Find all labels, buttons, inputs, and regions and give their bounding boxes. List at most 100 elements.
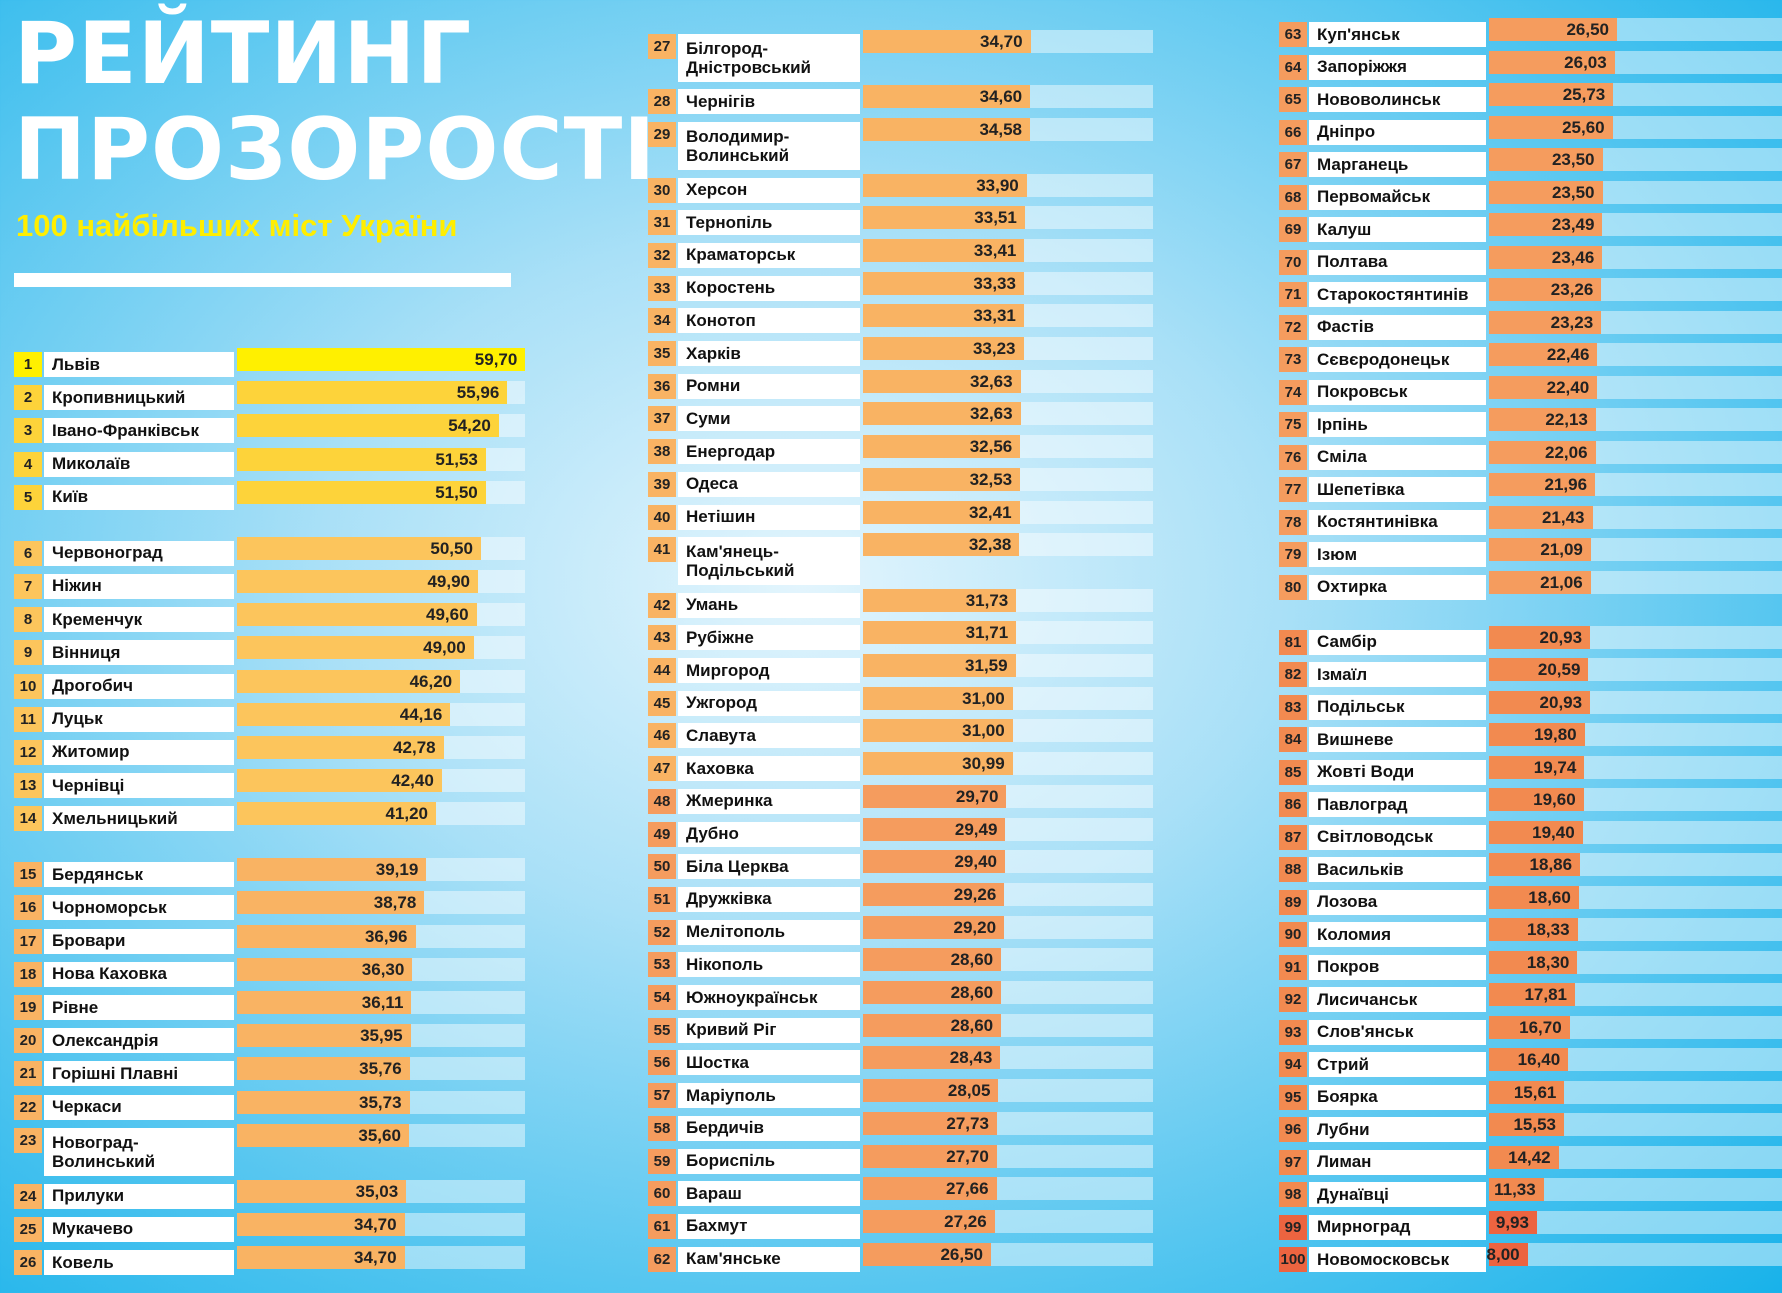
bar-track: 16,40 bbox=[1489, 1048, 1782, 1072]
bar-19: 36,11 bbox=[237, 991, 412, 1014]
city-name-box: Конотоп bbox=[678, 308, 860, 334]
city-name: Коростень bbox=[686, 278, 776, 298]
data-label: 29,20 bbox=[953, 917, 997, 937]
bar-77: 21,96 bbox=[1489, 473, 1596, 496]
rank-badge: 46 bbox=[648, 723, 676, 749]
bar-track: 55,96 bbox=[237, 381, 525, 405]
city-name: Ромни bbox=[686, 376, 741, 396]
city-name: Біла Церква bbox=[686, 856, 789, 876]
bar-17: 36,96 bbox=[237, 924, 416, 948]
rank-number: 93 bbox=[1284, 1023, 1302, 1041]
bar-66: 25,60 bbox=[1489, 115, 1613, 139]
city-name: Чернівці bbox=[52, 775, 125, 795]
rank-number: 70 bbox=[1284, 253, 1302, 271]
bar-track: 8,00 bbox=[1487, 1243, 1782, 1267]
bar-54: 28,60 bbox=[863, 981, 1002, 1004]
bar-29: 34,58 bbox=[863, 118, 1031, 142]
rank-number: 4 bbox=[23, 455, 33, 473]
rank-number: 47 bbox=[653, 760, 671, 778]
city-name-box: Мелітополь bbox=[678, 919, 860, 945]
data-label: 18,86 bbox=[1529, 855, 1573, 875]
rank-badge: 26 bbox=[14, 1250, 42, 1276]
rank-badge: 98 bbox=[1279, 1182, 1307, 1208]
rank-number: 79 bbox=[1284, 546, 1302, 563]
city-name-box: Прилуки bbox=[44, 1183, 234, 1209]
rank-badge: 60 bbox=[648, 1181, 676, 1207]
city-name-box: Олександрія bbox=[44, 1028, 234, 1054]
rank-badge: 90 bbox=[1279, 922, 1307, 948]
city-name: Житомир bbox=[52, 742, 130, 762]
rank-badge: 19 bbox=[14, 995, 42, 1020]
bar-track: 17,81 bbox=[1489, 983, 1782, 1007]
bar-track: 42,78 bbox=[237, 735, 525, 759]
data-label: 50,50 bbox=[430, 538, 473, 558]
city-name-box: Ірпінь bbox=[1309, 412, 1486, 437]
city-name: Горішні Плавні bbox=[52, 1063, 179, 1083]
data-label: 31,59 bbox=[965, 656, 1008, 675]
bar-89: 18,60 bbox=[1489, 885, 1579, 909]
city-name-box: Червоноград bbox=[44, 540, 234, 566]
bar-42: 31,73 bbox=[863, 588, 1017, 612]
city-name-box: Лубни bbox=[1309, 1117, 1486, 1143]
bar-100: 8,00 bbox=[1487, 1243, 1528, 1267]
bar-track: 31,00 bbox=[863, 686, 1153, 710]
city-name-box: Кам'янське bbox=[678, 1246, 860, 1272]
bar-track: 32,63 bbox=[863, 402, 1153, 426]
bar-track: 21,96 bbox=[1489, 473, 1782, 496]
city-name: Чорноморськ bbox=[52, 897, 167, 917]
data-label: 33,31 bbox=[973, 306, 1016, 326]
bar-track: 23,23 bbox=[1489, 310, 1782, 334]
rank-number: 32 bbox=[653, 246, 671, 264]
data-label: 23,50 bbox=[1551, 182, 1595, 202]
data-label: 55,96 bbox=[456, 383, 500, 403]
city-name: Київ bbox=[52, 487, 89, 507]
data-label: 15,53 bbox=[1513, 1115, 1556, 1135]
city-name: Маріуполь bbox=[686, 1085, 776, 1105]
data-label: 22,40 bbox=[1546, 377, 1590, 397]
city-name-box: Нетішин bbox=[678, 504, 860, 530]
rank-badge: 56 bbox=[648, 1050, 676, 1076]
rank-badge: 93 bbox=[1279, 1019, 1307, 1045]
city-name: Славута bbox=[686, 725, 757, 745]
bar-track: 26,50 bbox=[1489, 18, 1782, 41]
data-label: 22,46 bbox=[1546, 345, 1590, 364]
bar-84: 19,80 bbox=[1489, 723, 1585, 747]
data-label: 18,30 bbox=[1526, 952, 1570, 972]
data-label: 21,09 bbox=[1540, 540, 1583, 559]
bar-98: 11,33 bbox=[1489, 1178, 1544, 1202]
title-divider bbox=[14, 273, 511, 287]
rank-badge: 39 bbox=[648, 471, 676, 497]
city-name-box: Ніжин bbox=[44, 573, 234, 599]
city-name: Вінниця bbox=[52, 642, 121, 662]
data-label: 15,61 bbox=[1513, 1082, 1557, 1102]
rank-badge: 59 bbox=[648, 1148, 676, 1174]
city-name: Покров bbox=[1317, 957, 1380, 977]
data-label: 33,90 bbox=[976, 175, 1019, 195]
city-name: Івано-Франківськ bbox=[52, 420, 200, 440]
bar-78: 21,43 bbox=[1489, 505, 1593, 529]
rank-badge: 20 bbox=[14, 1028, 42, 1054]
city-name: Покровськ bbox=[1317, 382, 1408, 401]
bar-track: 49,90 bbox=[237, 569, 525, 593]
bar-10: 46,20 bbox=[237, 669, 461, 693]
city-name-box: Бахмут bbox=[678, 1213, 860, 1239]
rank-number: 19 bbox=[19, 999, 37, 1016]
city-name: Лиман bbox=[1317, 1152, 1372, 1172]
bar-34: 33,31 bbox=[863, 304, 1024, 328]
city-name-box: Куп'янськ bbox=[1309, 22, 1486, 47]
city-name: Тернопіль bbox=[686, 212, 773, 232]
city-name-box: Дрогобич bbox=[44, 673, 234, 699]
rank-badge: 63 bbox=[1279, 22, 1307, 47]
bar-track: 54,20 bbox=[237, 414, 525, 438]
bar-41: 32,38 bbox=[863, 533, 1020, 557]
bar-90: 18,33 bbox=[1489, 918, 1578, 942]
rank-number: 40 bbox=[653, 508, 671, 526]
city-name: Кам'янське bbox=[686, 1249, 781, 1269]
data-label: 30,99 bbox=[962, 754, 1005, 774]
bar-track: 29,49 bbox=[863, 817, 1153, 841]
bar-48: 29,70 bbox=[863, 784, 1007, 808]
city-name: Ніжин bbox=[52, 576, 102, 596]
bar-20: 35,95 bbox=[237, 1024, 411, 1048]
city-name-box: Білгород-Дністровський bbox=[678, 34, 860, 82]
city-name-box: Мирноград bbox=[1309, 1214, 1486, 1240]
